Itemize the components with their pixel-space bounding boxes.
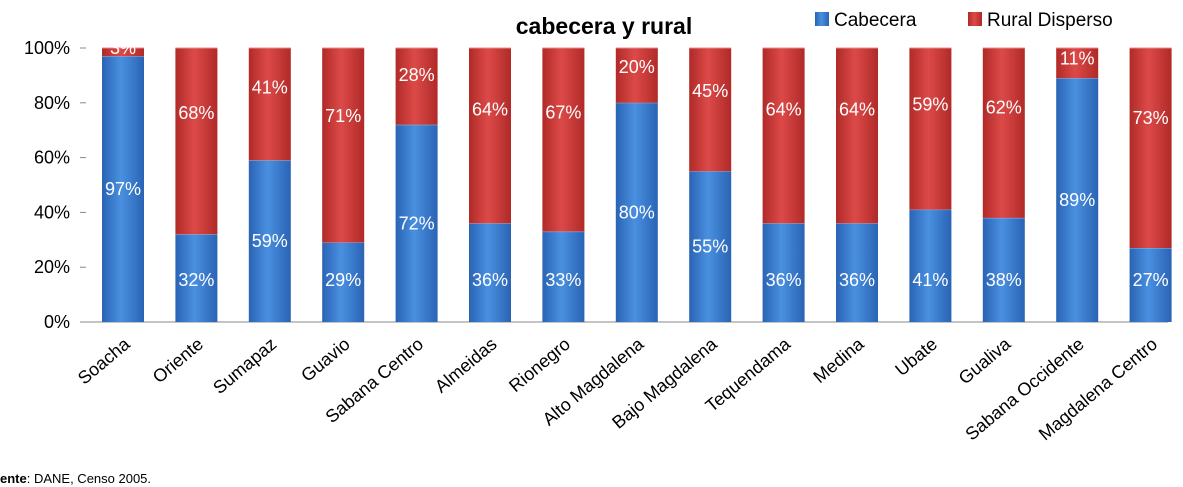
bar-rural-disperso [615, 48, 658, 103]
data-label-cabecera: 80% [619, 202, 655, 222]
bars: 97% 3% 32% 68% 59% 41% 29% 71% 72% 28% 36% 64% 33% 67… [102, 38, 1172, 322]
bar-rural-disperso [469, 48, 511, 224]
bar-rural-disperso [909, 48, 952, 210]
data-label-cabecera: 36% [839, 270, 875, 290]
y-tick-label: 60% [34, 148, 70, 168]
bar-cabecera [1056, 78, 1099, 322]
source-label: ente [0, 471, 27, 486]
bar-cabecera [689, 171, 732, 322]
legend-swatch-cabecera [815, 12, 829, 26]
data-label-rural-disperso: 64% [839, 99, 875, 119]
data-label-cabecera: 89% [1059, 190, 1095, 210]
data-label-rural-disperso: 68% [178, 103, 214, 123]
bar-cabecera [836, 223, 878, 322]
bar-cabecera [615, 102, 658, 322]
data-label-cabecera: 97% [105, 179, 141, 199]
bar-cabecera [542, 231, 585, 322]
bar-rural-disperso [762, 48, 805, 224]
data-label-cabecera: 32% [178, 270, 214, 290]
category-label: Medina [809, 333, 868, 387]
data-label-rural-disperso: 62% [986, 97, 1022, 117]
data-label-rural-disperso: 64% [472, 99, 508, 119]
bar-cabecera [469, 223, 511, 322]
bar-rural-disperso [836, 48, 878, 224]
category-label: Rionegro [505, 334, 574, 396]
category-label: Gualiva [955, 333, 1015, 388]
data-label-cabecera: 59% [252, 231, 288, 251]
y-tick-label: 80% [34, 93, 70, 113]
legend: Cabecera Rural Disperso [815, 10, 1113, 31]
data-label-rural-disperso: 67% [545, 102, 581, 122]
y-tick-label: 20% [34, 257, 70, 277]
data-label-cabecera: 27% [1133, 270, 1169, 290]
bar-cabecera [102, 56, 144, 322]
source-note: ente: DANE, Censo 2005. [0, 471, 151, 486]
data-label-cabecera: 55% [692, 237, 728, 257]
legend-label-cabecera: Cabecera [834, 10, 917, 31]
bar-rural-disperso [982, 48, 1025, 218]
bar-cabecera [322, 242, 365, 322]
bar-cabecera [248, 160, 291, 322]
data-label-cabecera: 29% [325, 270, 361, 290]
chart-title: cabecera y rural [516, 13, 692, 39]
data-label-rural-disperso: 71% [325, 106, 361, 126]
data-label-rural-disperso: 59% [912, 95, 948, 115]
data-label-cabecera: 36% [472, 270, 508, 290]
legend-swatch-rural-disperso [968, 12, 982, 26]
category-label: Guavio [297, 334, 354, 386]
source-text: : DANE, Censo 2005. [27, 471, 151, 486]
data-label-cabecera: 72% [399, 213, 435, 233]
y-axis: 0% 20% 40% 60% 80% 100% [24, 38, 86, 332]
data-label-rural-disperso: 20% [619, 57, 655, 77]
y-tick-label: 100% [24, 38, 70, 58]
legend-label-rural-disperso: Rural Disperso [987, 10, 1113, 31]
category-label: Oriente [149, 334, 207, 387]
data-label-rural-disperso: 3% [110, 38, 136, 58]
y-tick-label: 40% [34, 202, 70, 222]
bar-cabecera [762, 223, 805, 322]
bar-cabecera [395, 124, 438, 322]
data-label-rural-disperso: 41% [252, 77, 288, 97]
category-label: Ubate [891, 334, 941, 380]
bar-cabecera [1129, 248, 1172, 322]
category-label: Sumapaz [209, 334, 280, 398]
bar-rural-disperso [542, 48, 585, 232]
data-label-rural-disperso: 64% [766, 99, 802, 119]
bar-rural-disperso [395, 48, 438, 125]
category-label: Almeidas [431, 334, 501, 397]
bar-rural-disperso [322, 48, 365, 243]
bar-cabecera [909, 209, 952, 322]
bar-cabecera [175, 234, 218, 322]
data-label-cabecera: 41% [912, 270, 948, 290]
bar-rural-disperso [175, 48, 218, 235]
data-label-cabecera: 36% [766, 270, 802, 290]
data-label-rural-disperso: 28% [399, 65, 435, 85]
bar-rural-disperso [102, 48, 144, 57]
data-label-cabecera: 33% [545, 270, 581, 290]
data-label-rural-disperso: 11% [1060, 49, 1095, 69]
category-label: Soacha [74, 333, 134, 388]
y-tick-label: 0% [44, 312, 70, 332]
data-label-rural-disperso: 45% [692, 81, 728, 101]
data-label-rural-disperso: 73% [1133, 108, 1169, 128]
bar-rural-disperso [689, 48, 732, 172]
bar-rural-disperso [1129, 48, 1172, 249]
data-label-cabecera: 38% [986, 270, 1022, 290]
bar-rural-disperso [1056, 48, 1099, 79]
bar-cabecera [982, 217, 1025, 322]
bar-rural-disperso [248, 48, 291, 161]
